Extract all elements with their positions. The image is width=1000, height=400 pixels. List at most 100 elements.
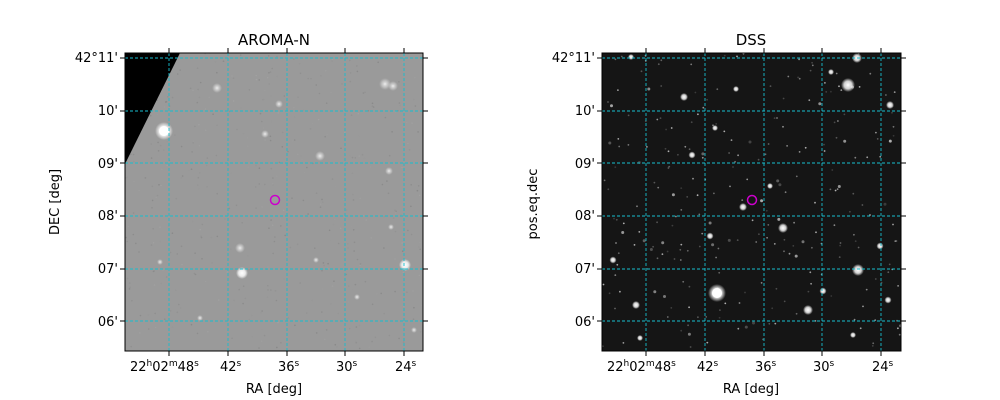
noise-dot [232, 77, 235, 79]
sky-image [125, 53, 423, 351]
noise-dot [786, 145, 788, 147]
ra-tick-label: 24s [395, 359, 417, 375]
noise-dot [364, 280, 367, 283]
noise-dot [679, 259, 682, 261]
noise-dot [718, 271, 721, 274]
noise-dot [746, 178, 749, 181]
noise-dot [132, 212, 135, 214]
noise-dot [229, 248, 232, 250]
noise-dot [778, 183, 782, 187]
dec-tick-label: 06' [98, 315, 118, 330]
noise-dot [268, 227, 270, 229]
noise-dot [277, 321, 279, 324]
noise-dot [261, 328, 263, 331]
noise-dot [242, 302, 244, 305]
noise-dot [337, 242, 340, 245]
noise-dot [358, 135, 361, 137]
noise-dot [358, 324, 361, 327]
noise-dot [766, 236, 768, 239]
noise-dot [262, 98, 265, 101]
noise-dot [713, 192, 715, 195]
noise-dot [356, 65, 358, 67]
noise-dot [804, 146, 807, 149]
noise-dot [198, 123, 200, 126]
noise-dot [233, 299, 235, 302]
noise-dot [744, 325, 748, 329]
noise-dot [216, 124, 218, 127]
noise-dot [191, 220, 194, 223]
noise-dot [386, 180, 388, 182]
noise-dot [811, 246, 813, 249]
noise-dot [138, 251, 140, 253]
noise-dot [130, 153, 132, 156]
noise-dot [663, 295, 666, 298]
sky-image [602, 53, 901, 351]
noise-dot [126, 176, 129, 178]
noise-dot [335, 282, 338, 284]
noise-dot [350, 114, 353, 116]
noise-dot [283, 278, 285, 280]
noise-dot [264, 89, 266, 92]
noise-dot [823, 143, 825, 146]
noise-dot [359, 263, 362, 265]
noise-dot [287, 150, 289, 153]
noise-dot [371, 303, 374, 306]
noise-dot [315, 332, 318, 334]
dec-tick-label: 42°11' [75, 51, 118, 66]
noise-dot [180, 245, 183, 248]
noise-dot [400, 214, 402, 216]
noise-dot [372, 106, 375, 108]
noise-dot [190, 168, 193, 170]
noise-dot [380, 292, 383, 295]
noise-dot [383, 312, 385, 315]
noise-dot [293, 106, 295, 109]
noise-dot [616, 263, 619, 266]
noise-dot [346, 103, 348, 106]
noise-dot [198, 188, 200, 190]
noise-dot [299, 72, 302, 75]
noise-dot [711, 243, 715, 247]
noise-dot [199, 228, 201, 231]
noise-dot [407, 142, 409, 145]
noise-dot [871, 345, 874, 347]
noise-dot [783, 250, 785, 253]
noise-dot [248, 268, 250, 271]
noise-dot [210, 236, 213, 239]
noise-dot [420, 305, 423, 307]
noise-dot [249, 322, 252, 325]
noise-dot [281, 281, 283, 284]
axes-frame [124, 52, 424, 352]
noise-dot [354, 157, 357, 159]
panel-dss: DSS [526, 31, 906, 397]
noise-dot [371, 229, 373, 232]
noise-dot [224, 218, 226, 220]
noise-dot [401, 166, 403, 169]
noise-dot [311, 122, 314, 125]
noise-dot [741, 199, 744, 202]
noise-dot [321, 201, 324, 203]
noise-dot [701, 232, 704, 235]
noise-dot [305, 312, 308, 314]
noise-dot [163, 106, 166, 108]
noise-dot [783, 238, 786, 241]
noise-dot [150, 143, 153, 145]
noise-dot [334, 343, 337, 346]
noise-dot [176, 253, 179, 255]
noise-dot [273, 240, 276, 243]
noise-dot [171, 326, 174, 329]
noise-dot [351, 156, 354, 159]
noise-dot [668, 165, 671, 168]
noise-dot [275, 299, 278, 302]
noise-dot [613, 217, 615, 220]
noise-dot [358, 155, 361, 157]
noise-dot [764, 153, 767, 156]
noise-dot [264, 183, 266, 186]
noise-dot [661, 253, 664, 256]
x-axis-label: RA [deg] [246, 382, 302, 397]
noise-dot [810, 282, 812, 285]
noise-dot [671, 193, 675, 197]
noise-dot [258, 167, 261, 169]
noise-dot [365, 219, 368, 221]
noise-dot [840, 89, 843, 91]
noise-dot [343, 131, 346, 134]
